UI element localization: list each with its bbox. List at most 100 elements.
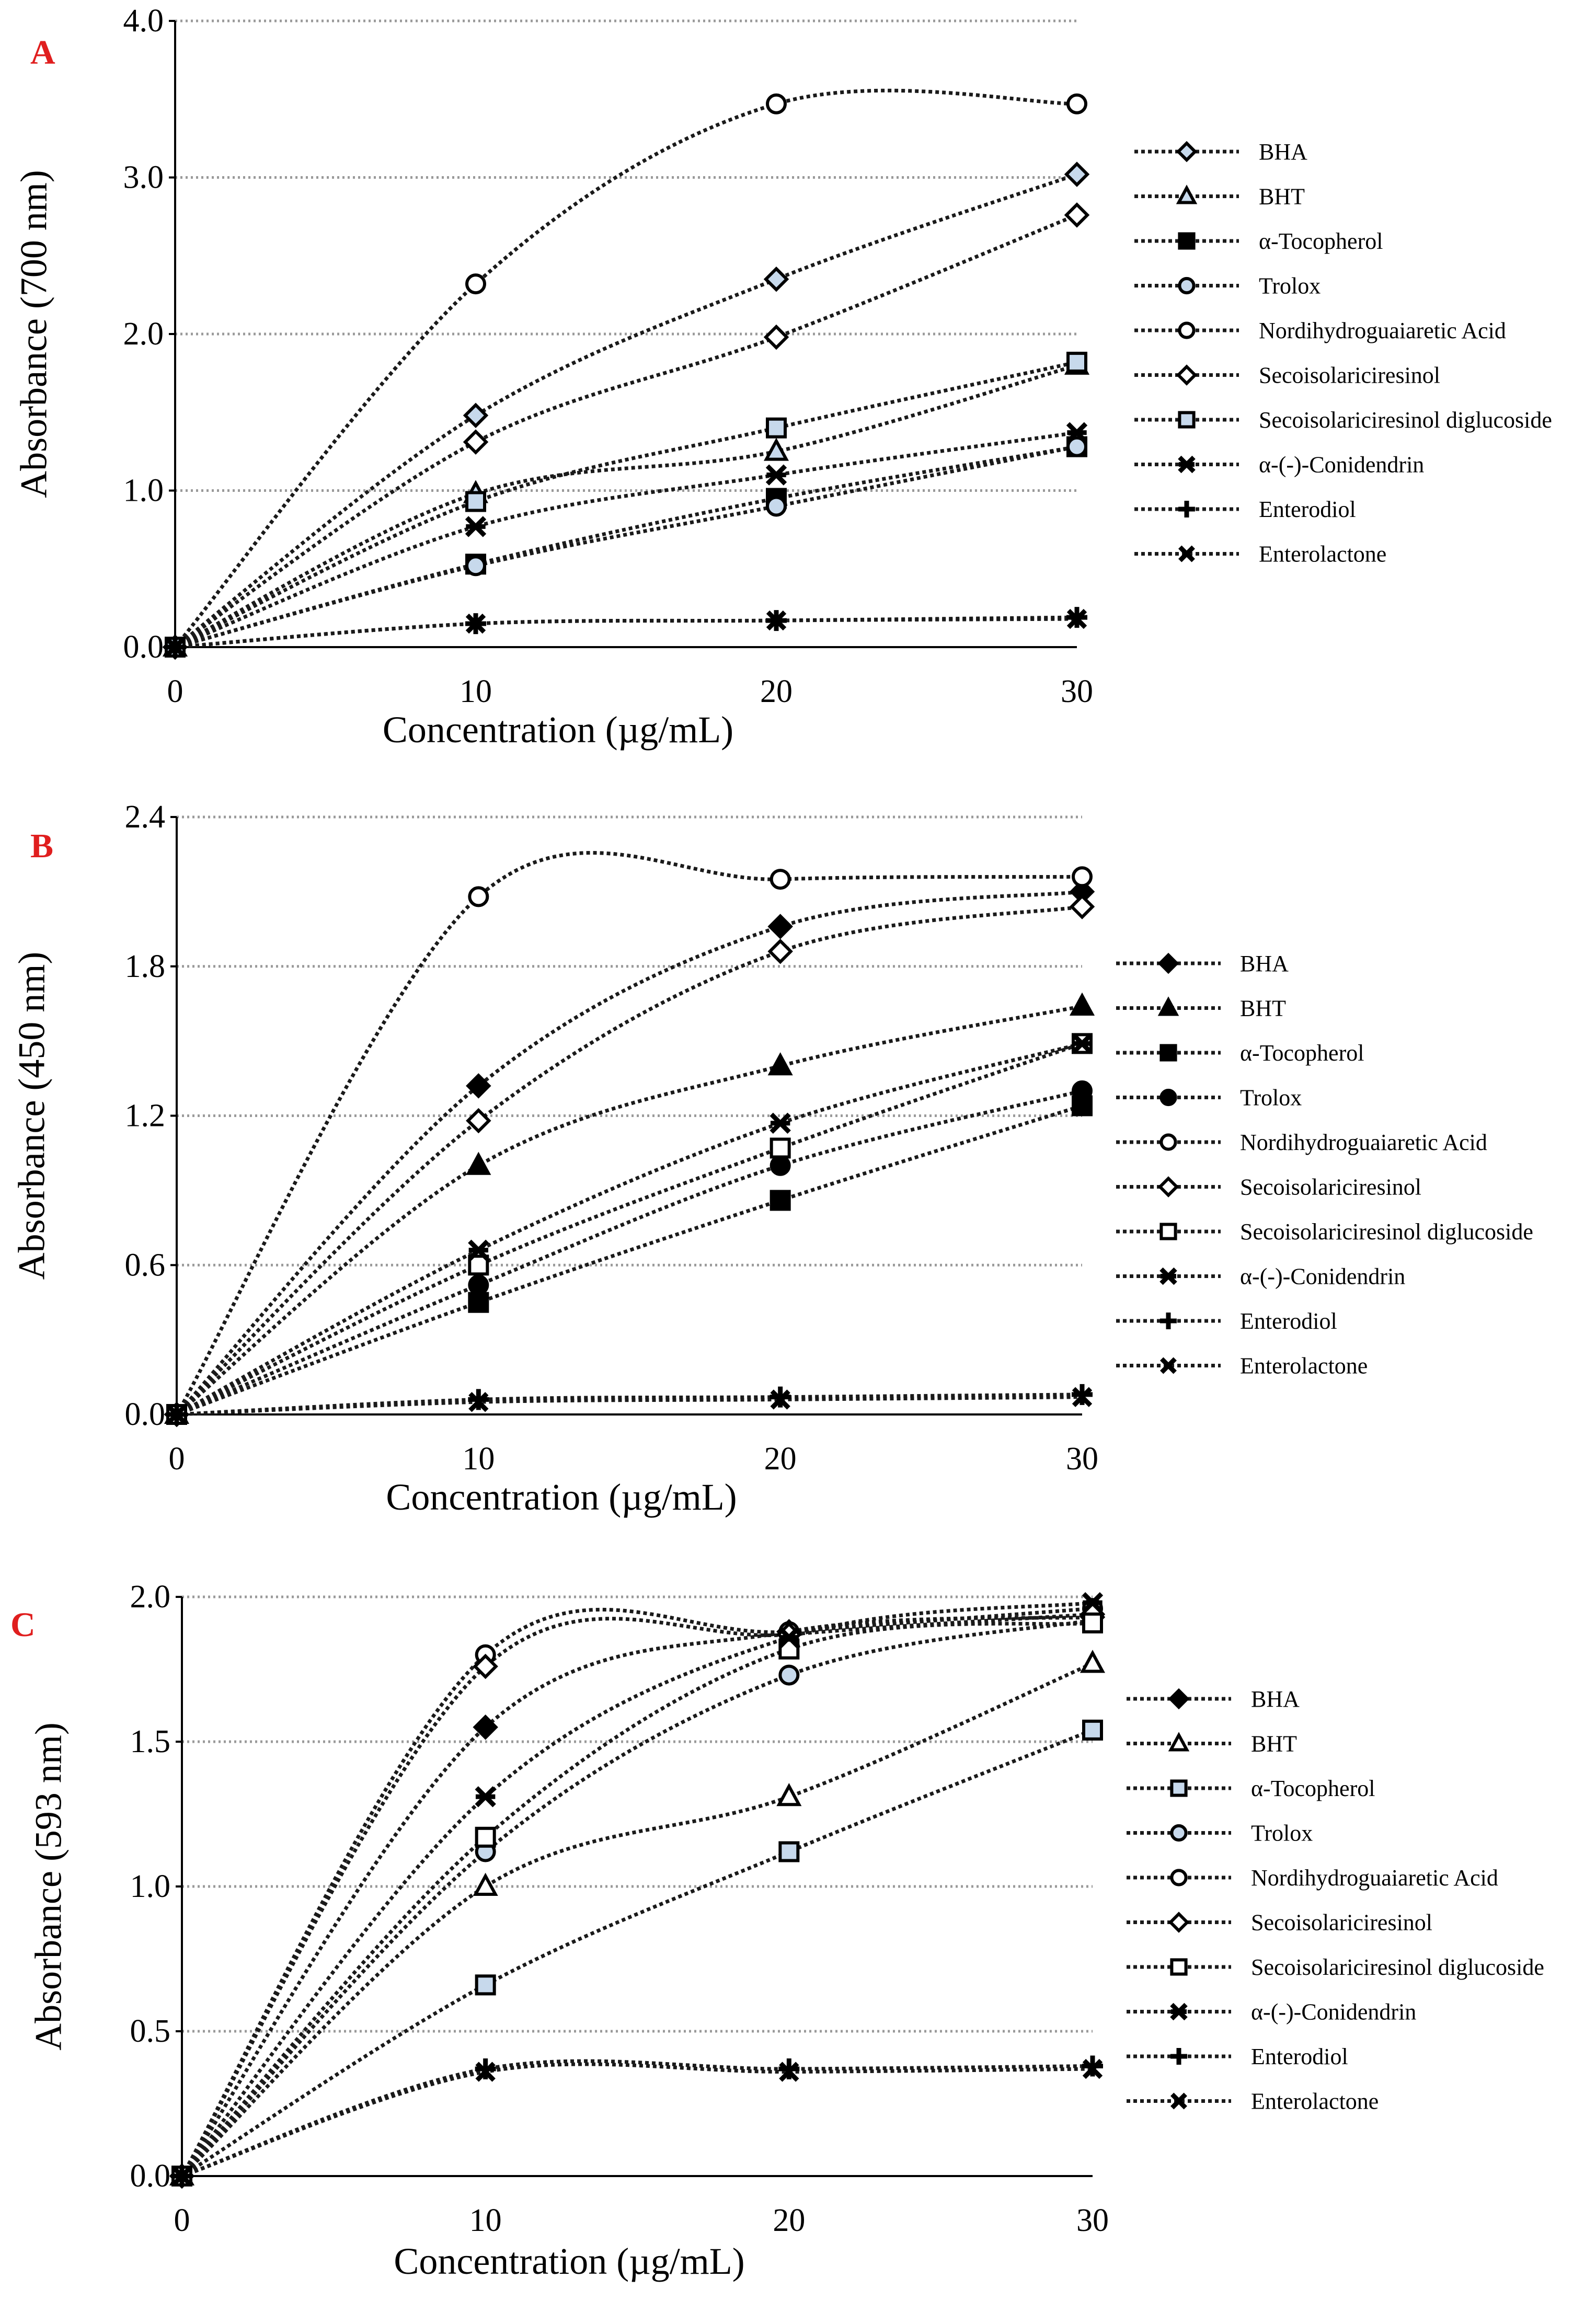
y-tick-label: 0.0 <box>125 1397 166 1432</box>
data-point <box>468 1292 489 1313</box>
data-point <box>763 438 789 461</box>
legend-label: Secoisolariciresinol <box>1251 1910 1432 1936</box>
data-point <box>1082 1592 1104 1614</box>
y-tick-label: 2.4 <box>125 799 166 835</box>
data-point <box>770 1137 791 1159</box>
y-tick-label: 0.0 <box>130 2158 171 2194</box>
data-point <box>1072 1080 1093 1101</box>
data-point <box>468 886 489 907</box>
y-tick-label: 3.0 <box>123 160 164 195</box>
legend-label: Secoisolariciresinol diglucoside <box>1251 1954 1544 1980</box>
data-point <box>766 93 787 114</box>
series-line <box>180 1618 1093 2178</box>
data-point <box>1066 436 1087 457</box>
legend-marker <box>1157 1176 1179 1198</box>
x-tick-label: 10 <box>462 1441 495 1477</box>
legend-marker <box>1170 1869 1188 1886</box>
data-point <box>1082 1612 1103 1633</box>
data-point <box>770 1389 790 1410</box>
y-tick-label: 0.0 <box>123 629 164 665</box>
data-point <box>1071 1033 1093 1054</box>
data-point <box>465 491 486 512</box>
data-point <box>765 464 787 486</box>
legend-label: Enterolactone <box>1259 542 1386 567</box>
legend-marker <box>1176 141 1198 163</box>
y-axis-title: Absorbance (593 nm) <box>28 1722 70 2051</box>
data-point <box>770 1155 791 1176</box>
data-point <box>779 2062 799 2082</box>
legend-label: α-Tocopherol <box>1259 228 1383 254</box>
legend-label: Nordihydroguaiaretic Acid <box>1251 1865 1498 1891</box>
chart-panel-b: B 0.0 0.6 1.2 1.8 2.4 0 10 20 30 Concentration (µg… <box>11 799 1533 1518</box>
panel-letter: C <box>10 1606 36 1644</box>
y-axis-title: Absorbance (450 nm) <box>11 952 53 1280</box>
series-line <box>175 851 1083 1416</box>
data-point <box>166 1404 187 1425</box>
legend-label: Nordihydroguaiaretic Acid <box>1259 318 1506 343</box>
legend-marker <box>1178 321 1196 339</box>
legend-marker <box>1168 1732 1190 1752</box>
legend-marker <box>1170 2092 1187 2110</box>
data-point <box>1064 162 1090 187</box>
x-tick-label: 20 <box>764 1441 797 1477</box>
data-point <box>473 1653 498 1679</box>
data-point <box>778 1627 800 1648</box>
data-point <box>463 429 489 455</box>
data-point <box>778 1841 800 1862</box>
y-tick-label: 0.5 <box>130 2013 171 2049</box>
legend-marker <box>1170 1958 1188 1976</box>
x-axis-title: Concentration (µg/mL) <box>383 709 733 751</box>
series-line <box>181 2059 1093 2178</box>
legend-marker <box>1159 1223 1177 1240</box>
y-tick-label: 2.0 <box>130 1579 171 1615</box>
legend-marker <box>1157 996 1179 1016</box>
x-tick-label: 0 <box>174 2203 190 2238</box>
series-line <box>180 1615 1093 2177</box>
data-point <box>465 613 486 634</box>
series-line <box>175 904 1083 1416</box>
series-line <box>175 890 1083 1416</box>
data-point <box>165 637 186 658</box>
data-point <box>766 610 787 631</box>
data-point <box>767 914 793 939</box>
series-line <box>174 213 1078 649</box>
data-point <box>763 324 789 350</box>
series-line <box>175 617 1077 649</box>
legend-label: α-Tocopherol <box>1240 1040 1364 1066</box>
x-tick-label: 30 <box>1076 2203 1109 2238</box>
data-point <box>778 1664 800 1686</box>
legend-label: Secoisolariciresinol <box>1259 363 1440 388</box>
series-line <box>176 1395 1083 1417</box>
data-point <box>766 496 787 517</box>
data-point <box>1072 866 1093 888</box>
x-axis-title: Concentration (µg/mL) <box>386 1476 737 1518</box>
series-line <box>174 431 1077 649</box>
legend-marker <box>1178 455 1196 474</box>
data-point <box>465 273 486 295</box>
y-axis-title: Absorbance (700 nm) <box>13 170 55 498</box>
data-point <box>1066 422 1088 443</box>
series-line <box>180 1662 1094 2178</box>
series-line <box>174 88 1077 649</box>
legend-label: BHA <box>1240 951 1289 976</box>
x-tick-label: 30 <box>1061 674 1093 709</box>
legend-label: BHT <box>1251 1731 1297 1757</box>
series-line <box>176 1042 1083 1417</box>
chart-panel-c: C 0.0 0.5 1.0 1.5 2.0 0 10 20 30 Concentration (µg… <box>10 1579 1544 2282</box>
legend-label: Enterodiol <box>1259 497 1356 522</box>
legend-marker <box>1159 1267 1177 1285</box>
data-point <box>1072 1387 1093 1407</box>
x-tick-label: 30 <box>1066 1441 1098 1477</box>
data-point <box>171 2166 192 2187</box>
legend-label: Trolox <box>1251 1821 1313 1846</box>
series-line <box>175 445 1077 649</box>
data-point <box>1066 608 1087 629</box>
data-point <box>468 1239 489 1261</box>
legend-label: BHT <box>1259 184 1305 210</box>
legend-label: BHA <box>1259 139 1307 165</box>
series-line <box>174 363 1077 649</box>
x-tick-label: 20 <box>760 674 793 709</box>
legend-marker <box>1178 501 1195 517</box>
series-line <box>174 360 1077 649</box>
